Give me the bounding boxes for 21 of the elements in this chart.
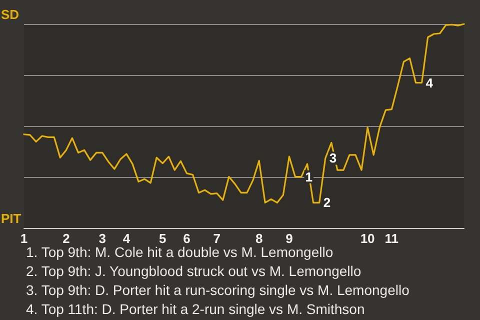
x-tick-label: 5	[159, 231, 166, 246]
x-tick-label: 7	[213, 231, 220, 246]
annotation: 4	[426, 75, 434, 90]
x-tick-label: 6	[183, 231, 190, 246]
text: 3. Top 9th: D. Porter hit a run-scoring single vs M. Lemongello	[26, 282, 410, 298]
annotation: 2	[323, 195, 331, 210]
x-tick-label: 11	[384, 231, 399, 246]
text: PIT	[1, 211, 22, 226]
text: 4. Top 11th: D. Porter hit a 2-run single vs M. Smithson	[26, 301, 365, 317]
x-tick-label: 10	[360, 231, 375, 246]
x-tick-label: 1	[20, 231, 28, 246]
x-tick-label: 9	[286, 231, 293, 246]
text: 2. Top 9th: J. Youngblood struck out vs M. Lemongello	[26, 263, 362, 279]
x-tick-label: 8	[255, 231, 263, 246]
x-tick-label: 2	[62, 231, 70, 246]
text: SD	[1, 7, 20, 22]
annotation: 3	[329, 150, 337, 166]
x-tick-label: 3	[98, 231, 106, 246]
text: 1. Top 9th: M. Cole hit a double vs M. Lemongello	[26, 244, 334, 260]
x-tick-label: 4	[122, 231, 131, 246]
annotation: 1	[305, 169, 312, 184]
